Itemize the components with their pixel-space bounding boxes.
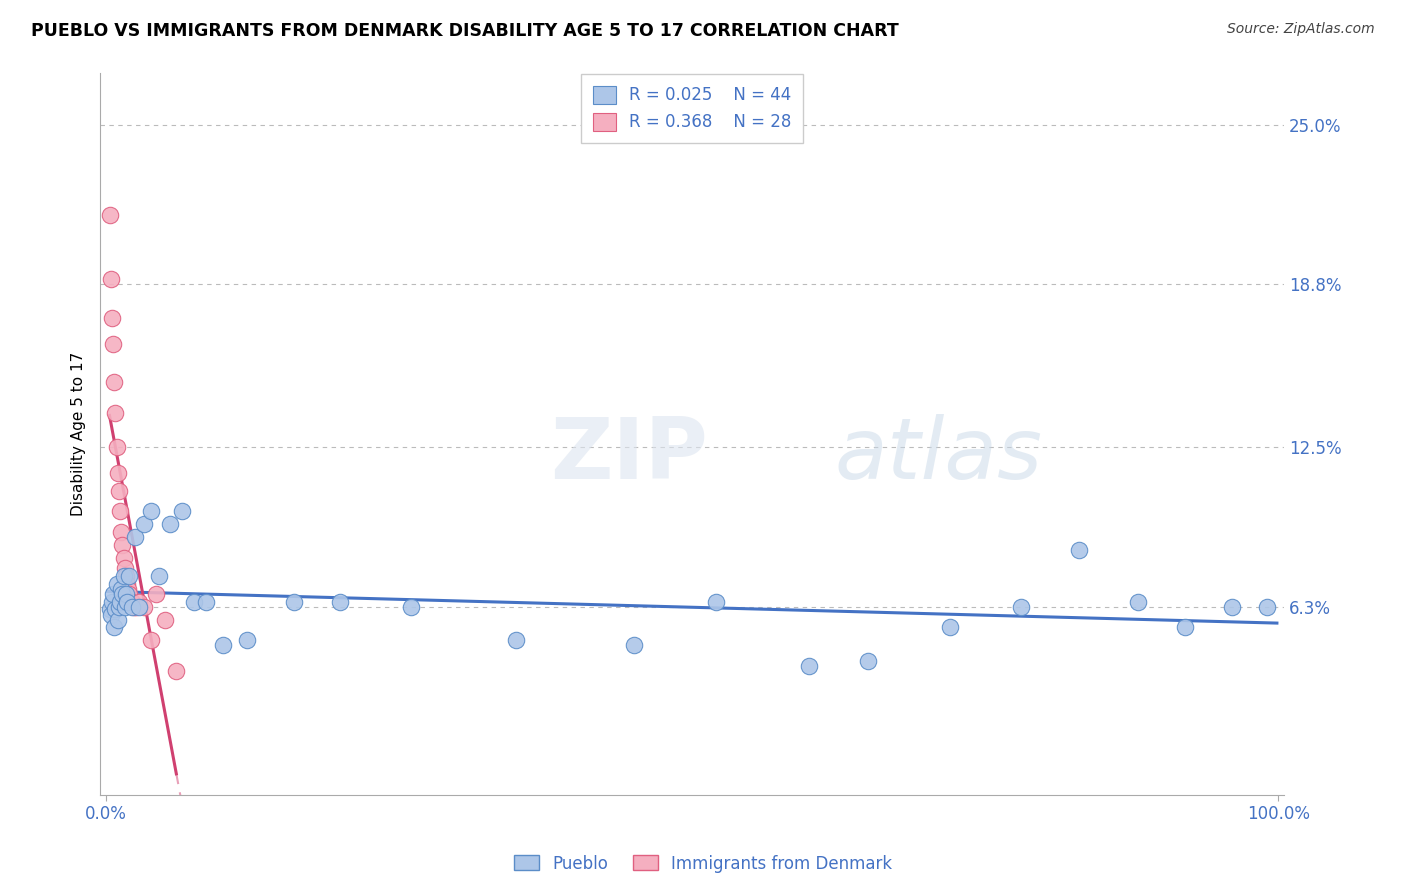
Point bbox=[115, 587, 138, 601]
Point bbox=[139, 633, 162, 648]
Point bbox=[148, 569, 170, 583]
Point bbox=[283, 594, 305, 608]
Point bbox=[128, 594, 150, 608]
Point bbox=[235, 633, 257, 648]
Point bbox=[114, 561, 136, 575]
Point bbox=[110, 582, 132, 596]
Point bbox=[105, 576, 128, 591]
Point bbox=[856, 654, 879, 668]
Point bbox=[108, 504, 131, 518]
Legend: Pueblo, Immigrants from Denmark: Pueblo, Immigrants from Denmark bbox=[508, 848, 898, 880]
Point bbox=[114, 599, 136, 614]
Legend: R = 0.025    N = 44, R = 0.368    N = 28: R = 0.025 N = 44, R = 0.368 N = 28 bbox=[581, 74, 803, 143]
Point bbox=[139, 504, 162, 518]
Point bbox=[505, 633, 527, 648]
Point bbox=[115, 569, 138, 583]
Point bbox=[110, 524, 132, 539]
Point bbox=[122, 599, 145, 614]
Point bbox=[103, 620, 125, 634]
Point bbox=[183, 594, 205, 608]
Point bbox=[799, 659, 821, 673]
Point bbox=[118, 587, 141, 601]
Point bbox=[115, 576, 138, 591]
Point bbox=[132, 599, 155, 614]
Point bbox=[121, 594, 143, 608]
Text: Source: ZipAtlas.com: Source: ZipAtlas.com bbox=[1227, 22, 1375, 37]
Point bbox=[100, 607, 122, 622]
Point bbox=[120, 594, 142, 608]
Point bbox=[108, 599, 131, 614]
Point bbox=[153, 613, 176, 627]
Point bbox=[117, 582, 139, 596]
Point bbox=[145, 587, 167, 601]
Point bbox=[121, 599, 143, 614]
Point bbox=[98, 602, 121, 616]
Point bbox=[112, 550, 135, 565]
Point bbox=[108, 594, 131, 608]
Point bbox=[128, 599, 150, 614]
Point bbox=[1174, 620, 1197, 634]
Point bbox=[108, 483, 131, 498]
Point bbox=[98, 208, 121, 222]
Point bbox=[107, 466, 129, 480]
Point bbox=[212, 639, 235, 653]
Point bbox=[1010, 599, 1032, 614]
Point bbox=[124, 530, 146, 544]
Point bbox=[1126, 594, 1149, 608]
Point bbox=[115, 594, 138, 608]
Point bbox=[329, 594, 352, 608]
Point bbox=[111, 538, 134, 552]
Point bbox=[623, 639, 645, 653]
Text: atlas: atlas bbox=[834, 414, 1042, 497]
Point bbox=[1069, 543, 1091, 558]
Point bbox=[104, 406, 127, 420]
Point bbox=[159, 517, 181, 532]
Text: PUEBLO VS IMMIGRANTS FROM DENMARK DISABILITY AGE 5 TO 17 CORRELATION CHART: PUEBLO VS IMMIGRANTS FROM DENMARK DISABI… bbox=[31, 22, 898, 40]
Point bbox=[101, 594, 124, 608]
Point bbox=[165, 665, 187, 679]
Point bbox=[101, 587, 124, 601]
Point bbox=[111, 587, 134, 601]
Point bbox=[132, 517, 155, 532]
Text: ZIP: ZIP bbox=[550, 414, 707, 497]
Point bbox=[194, 594, 217, 608]
Point bbox=[112, 569, 135, 583]
Point bbox=[118, 569, 141, 583]
Point bbox=[704, 594, 727, 608]
Point bbox=[939, 620, 962, 634]
Point bbox=[1256, 599, 1278, 614]
Point bbox=[105, 440, 128, 454]
Point bbox=[172, 504, 194, 518]
Point bbox=[101, 336, 124, 351]
Point bbox=[101, 310, 124, 325]
Point bbox=[104, 602, 127, 616]
Point bbox=[1220, 599, 1243, 614]
Point bbox=[103, 376, 125, 390]
Point bbox=[107, 613, 129, 627]
Y-axis label: Disability Age 5 to 17: Disability Age 5 to 17 bbox=[72, 352, 86, 516]
Point bbox=[399, 599, 422, 614]
Point bbox=[100, 272, 122, 286]
Point bbox=[125, 599, 148, 614]
